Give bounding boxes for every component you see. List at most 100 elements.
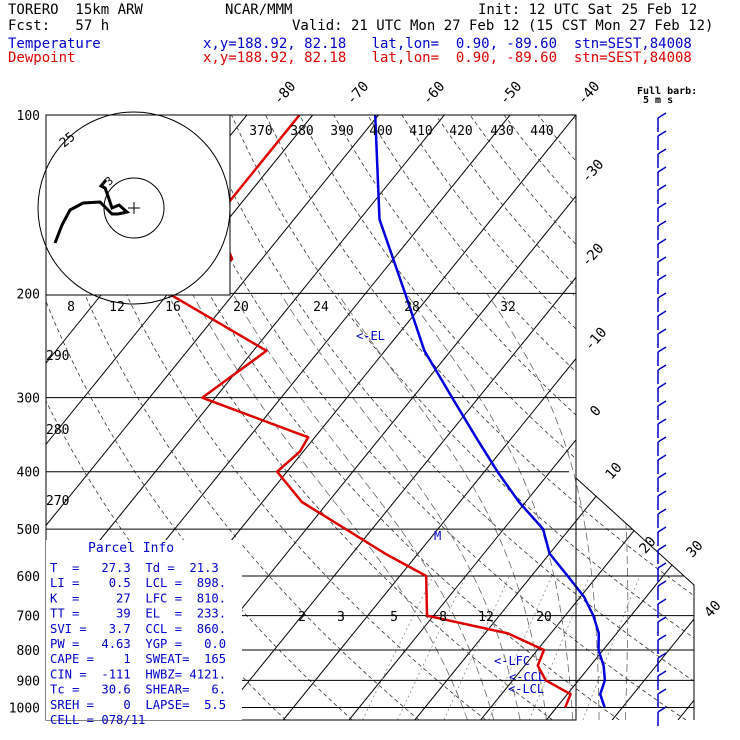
isotherm-line bbox=[217, 115, 694, 720]
isotherm-label: 10 bbox=[602, 460, 625, 483]
isotherm-label: 20 bbox=[636, 534, 659, 557]
barb-key-line1: Full barb: bbox=[637, 86, 697, 97]
dry-adiabat-line bbox=[708, 115, 740, 720]
moist-adiabat-line bbox=[486, 293, 600, 720]
wind-barb-flag bbox=[657, 220, 667, 227]
parcel-info-row: CELL = 078/11 bbox=[50, 713, 145, 727]
wind-barb-flag bbox=[657, 310, 667, 317]
parcel-info-row: Tc = 30.6 SHEAR= 6. bbox=[50, 683, 226, 697]
pressure-tick-label: 700 bbox=[17, 610, 40, 625]
wind-barb-flag bbox=[657, 436, 667, 443]
wind-barb-flag bbox=[657, 166, 667, 173]
pressure-tick-label: 500 bbox=[17, 523, 40, 538]
pressure-tick-label: 300 bbox=[17, 392, 40, 407]
dewpoint-location: x,y=188.92, 82.18 lat,lon= 0.90, -89.60 … bbox=[203, 50, 692, 66]
pressure-tick-label: 1000 bbox=[9, 701, 40, 716]
moist-adiabat-line bbox=[191, 293, 468, 720]
wind-barb-flag bbox=[657, 688, 667, 695]
theta-label: 390 bbox=[330, 124, 353, 139]
wind-barb-flag bbox=[657, 346, 667, 353]
moist-adiabat-line bbox=[280, 293, 521, 720]
parcel-info-row: T = 27.3 Td = 21.3 bbox=[50, 561, 219, 575]
isotherm-line bbox=[677, 115, 694, 720]
isotherm-label: 0 bbox=[587, 403, 605, 420]
mixing-ratio-label: 2 bbox=[298, 610, 306, 625]
wind-barb-flag bbox=[657, 598, 667, 605]
mixing-ratio-line bbox=[397, 575, 467, 720]
isotherm-label: -70 bbox=[344, 79, 373, 109]
hodograph-outer-ring bbox=[37, 111, 231, 305]
parcel-info-row: SREH = 0 LAPSE= 5.5 bbox=[50, 698, 226, 712]
wind-barb-flag bbox=[657, 274, 667, 281]
wind-barb-flag bbox=[657, 508, 667, 515]
dry-adiabat-line bbox=[46, 115, 420, 720]
lfc-marker: <-LFC bbox=[494, 654, 530, 668]
mixing-ratio-label: 12 bbox=[478, 610, 494, 625]
parcel-info-box: Parcel Info T = 27.3 Td = 21.3LI = 0.5 L… bbox=[46, 540, 242, 727]
parcel-info-row: LI = 0.5 LCL = 898. bbox=[50, 576, 226, 590]
mixing-ratio-label: 3 bbox=[337, 610, 345, 625]
wind-barb-flag bbox=[657, 148, 667, 155]
mixing-ratio-line bbox=[362, 575, 434, 720]
wind-barb-flag bbox=[657, 184, 667, 191]
barb-key-line2: 5 m s bbox=[643, 95, 673, 106]
wind-barb-flag bbox=[657, 670, 667, 677]
isotherm-line bbox=[46, 115, 50, 720]
wind-barb-flag bbox=[657, 418, 667, 425]
pressure-tick-label: 200 bbox=[17, 287, 40, 302]
isotherm-label: -50 bbox=[497, 79, 526, 109]
temperature-legend: Temperature bbox=[8, 36, 101, 52]
mixing-ratio-line bbox=[443, 575, 510, 720]
wind-barbs bbox=[657, 112, 667, 726]
theta-label: 380 bbox=[290, 124, 313, 139]
model-title: TORERO 15km ARW bbox=[8, 2, 143, 18]
theta-e-label: 20 bbox=[233, 300, 249, 315]
isotherm-label: -20 bbox=[579, 241, 608, 271]
isotherm-label: 30 bbox=[683, 538, 706, 561]
wind-barb-flag bbox=[657, 256, 667, 263]
parcel-info-row: TT = 39 EL = 233. bbox=[50, 607, 226, 621]
theta-low-label: 270 bbox=[46, 494, 69, 509]
theta-label: 440 bbox=[530, 124, 553, 139]
dry-adiabat-line bbox=[401, 115, 694, 720]
isotherm-label: -30 bbox=[579, 157, 608, 187]
parcel-info-row: SVI = 3.7 CCL = 860. bbox=[50, 622, 226, 636]
init-time: Init: 12 UTC Sat 25 Feb 12 bbox=[478, 2, 698, 18]
ccl-marker: <-CCL bbox=[509, 670, 545, 684]
wind-barb-flag bbox=[657, 130, 667, 137]
theta-label: 410 bbox=[409, 124, 432, 139]
barb-key: Full barb: 5 m s bbox=[637, 86, 697, 106]
pressure-tick-label: 900 bbox=[17, 674, 40, 689]
dry-adiabat-line bbox=[94, 115, 553, 720]
hodograph: 25 3 bbox=[37, 111, 231, 305]
isotherm-line bbox=[546, 115, 694, 720]
isotherm-line bbox=[46, 115, 379, 720]
dry-adiabat-line bbox=[60, 115, 487, 720]
wind-barb-flag bbox=[657, 292, 667, 299]
theta-e-label: 32 bbox=[500, 300, 516, 315]
mixing-ratio-label: 20 bbox=[536, 610, 552, 625]
dry-adiabat-line bbox=[333, 115, 694, 720]
mixing-ratio-label: 5 bbox=[390, 610, 398, 625]
hodograph-trace bbox=[53, 179, 131, 244]
parcel-info-row: CAPE = 1 SWEAT= 165 bbox=[50, 652, 226, 666]
dry-adiabat-line bbox=[605, 115, 694, 720]
theta-label: 430 bbox=[490, 124, 513, 139]
isotherm-line bbox=[611, 115, 694, 720]
parcel-info-row: PW = 4.63 YGP = 0.0 bbox=[50, 637, 226, 651]
wind-barb-flag bbox=[657, 652, 667, 659]
isotherm-label: -10 bbox=[582, 325, 611, 355]
isotherm-label: -80 bbox=[271, 79, 300, 109]
dry-adiabat-line bbox=[367, 115, 694, 720]
wind-barb-flag bbox=[657, 490, 667, 497]
theta-e-label: 24 bbox=[313, 300, 329, 315]
isotherm-line bbox=[46, 115, 314, 720]
theta-label: 370 bbox=[249, 124, 272, 139]
parcel-info-row: CIN = -111 HWBZ= 4121. bbox=[50, 667, 226, 681]
wind-barb-flag bbox=[657, 472, 667, 479]
dry-adiabat-line bbox=[163, 115, 687, 720]
plot-frame bbox=[45, 114, 577, 721]
theta-low-label: 280 bbox=[46, 423, 69, 438]
wind-barb-flag bbox=[657, 454, 667, 461]
